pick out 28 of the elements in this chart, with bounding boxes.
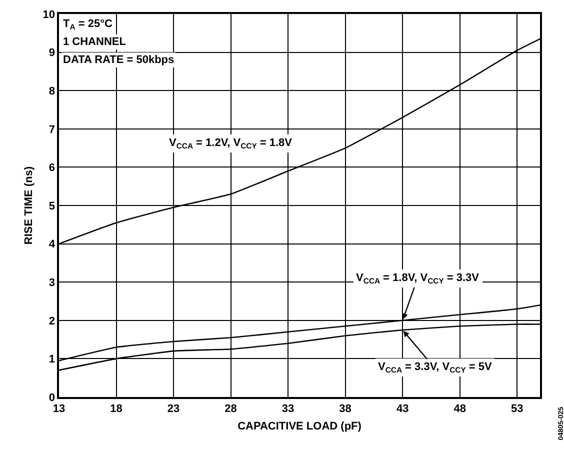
x-tick-label: 23 (167, 402, 180, 415)
y-tick-label: 2 (48, 315, 56, 328)
x-tick-label: 38 (339, 402, 352, 415)
y-tick-label: 8 (48, 85, 56, 98)
text: V$_{CCA}$ = 3.3V, V$_{CCY}$ = 5V (378, 361, 492, 374)
x-tick-label: 43 (396, 402, 409, 415)
x-tick-label: 53 (510, 402, 524, 415)
y-tick-label: 6 (48, 162, 56, 174)
x-tick-label: 18 (110, 402, 122, 415)
series-label: V$_{CCA}$ = 1.2V, V$_{CCY}$ = 1.8V (169, 137, 293, 150)
annotation: T$_{A}$ = 25°C (63, 18, 112, 32)
x-tick-label: 13 (52, 402, 66, 415)
y-tick-label: 9 (48, 47, 56, 60)
y-tick-label: 0 (48, 392, 56, 404)
y-tick-label: 4 (48, 238, 56, 251)
x-tick-label: 48 (454, 402, 466, 415)
y-axis-title: RISE TIME (ns) (22, 166, 35, 245)
y-tick-label: 1 (48, 354, 56, 366)
x-tick-label: 33 (282, 402, 294, 415)
x-tick-label: 28 (224, 402, 237, 415)
annotation: 1 CHANNEL (63, 36, 126, 48)
x-axis-title: CAPACITIVE LOAD (pF) (238, 420, 362, 433)
text: V$_{CCA}$ = 1.8V, V$_{CCY}$ = 3.3V (356, 272, 480, 286)
y-tick-label: 7 (48, 124, 56, 136)
annotation: DATA RATE = 50kbps (63, 54, 174, 66)
y-tick-label: 3 (48, 276, 56, 289)
y-tick-label: 10 (42, 8, 56, 21)
y-tick-label: 5 (48, 200, 56, 212)
